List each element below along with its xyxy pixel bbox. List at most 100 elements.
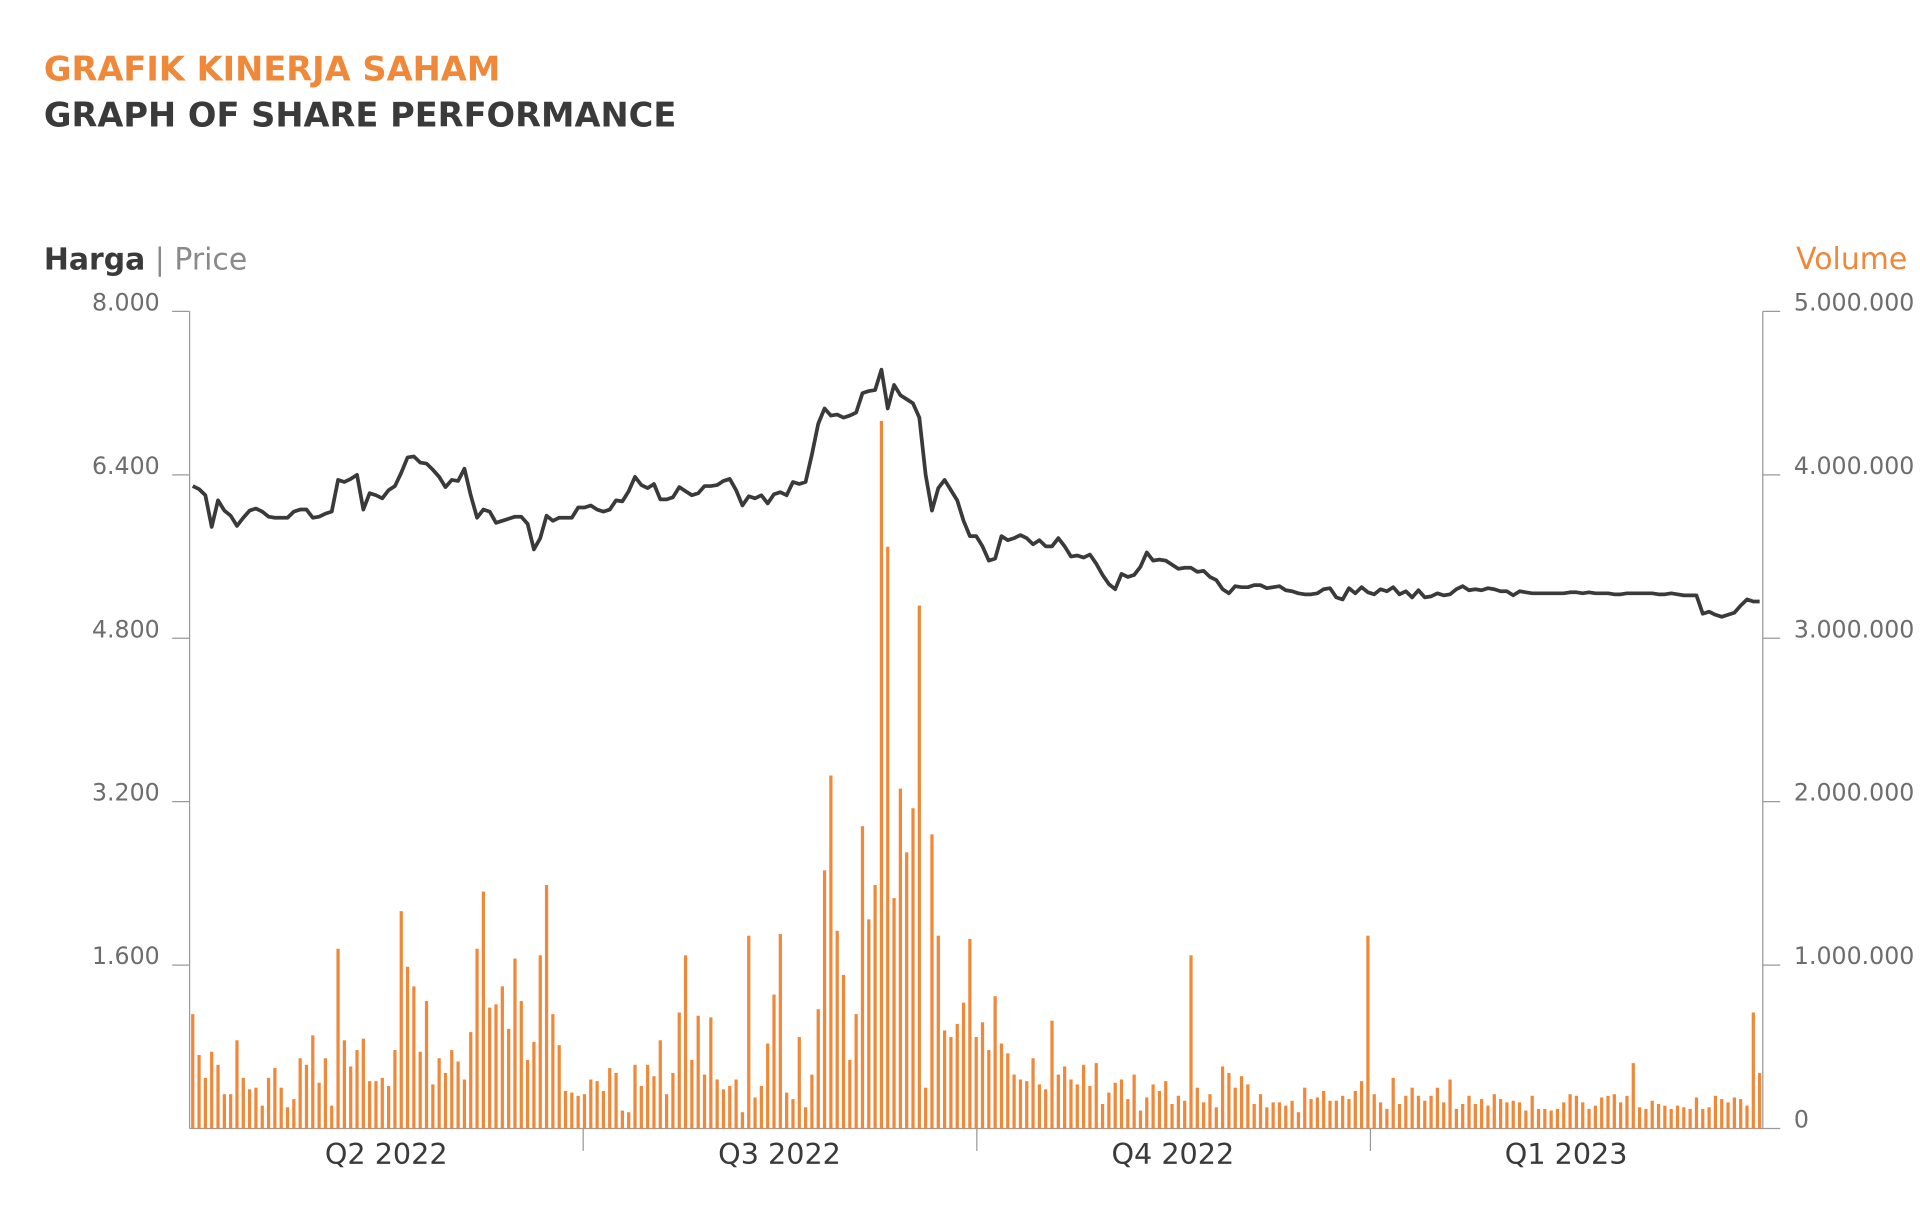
volume-bar (304, 1064, 309, 1129)
volume-bar (519, 1001, 523, 1129)
volume-bar (1075, 1084, 1079, 1129)
y2-tick-label: 2.000.000 (1794, 779, 1914, 807)
volume-bar (437, 1058, 441, 1129)
volume-bar (1486, 1105, 1490, 1129)
volume-bar (481, 891, 485, 1129)
volume-bar (734, 1079, 738, 1129)
volume-bar (1416, 1095, 1421, 1129)
y2-tick-label: 1.000.000 (1794, 942, 1914, 970)
volume-bar (1619, 1102, 1623, 1129)
volume-bar (1378, 1102, 1383, 1129)
volume-bar (247, 1089, 252, 1129)
y-axis-title-primary: Harga (44, 242, 145, 277)
volume-bar (418, 1051, 422, 1129)
volume-bar (867, 919, 871, 1129)
volume-bar (412, 986, 416, 1129)
volume-bar (266, 1077, 271, 1129)
x-period-label: Q2 2022 (325, 1137, 448, 1171)
volume-bar (1006, 1053, 1010, 1129)
volume-bar (1467, 1095, 1471, 1129)
volume-bar (405, 966, 410, 1129)
volume-bar (1625, 1095, 1629, 1129)
volume-bar (949, 1037, 953, 1129)
volume-bar (803, 1107, 808, 1129)
volume-bar (873, 885, 877, 1129)
volume-bar (1707, 1107, 1711, 1129)
price-line (191, 367, 1760, 619)
volume-bar (298, 1058, 302, 1129)
volume-bar (1113, 1082, 1117, 1129)
volume-bar (1063, 1066, 1067, 1129)
volume-bar (450, 1050, 454, 1129)
volume-bar (1119, 1079, 1124, 1129)
volume-bar (1044, 1089, 1048, 1129)
volume-bar (905, 852, 909, 1129)
volume-bar (961, 1002, 966, 1129)
volume-bar (785, 1092, 789, 1129)
volume-bar (513, 958, 517, 1129)
volume-bar (753, 1097, 757, 1129)
volume-bar (380, 1077, 384, 1129)
volume-bar (1675, 1105, 1680, 1129)
volume-bar (1536, 1108, 1541, 1129)
volume-bar (1650, 1100, 1654, 1129)
volume-bar (1385, 1108, 1389, 1129)
volume-bar (203, 1077, 208, 1129)
volume-bar (1107, 1092, 1111, 1129)
volume-bar (349, 1066, 353, 1129)
volume-bar (1739, 1099, 1743, 1129)
volume-bar (1233, 1087, 1237, 1129)
volume-bar (1183, 1100, 1187, 1129)
volume-bar (1359, 1081, 1364, 1129)
volume-bar (462, 1079, 467, 1129)
volume-bar (1429, 1095, 1433, 1129)
volume-bar (292, 1099, 296, 1129)
volume-bar (197, 1054, 201, 1129)
volume-bar (1100, 1104, 1105, 1129)
volume-bar (1713, 1095, 1718, 1129)
volume-bar (892, 898, 896, 1129)
volume-bar (1372, 1094, 1376, 1129)
volume-bar (715, 1079, 719, 1129)
volume-bar (1694, 1097, 1699, 1129)
volume-bar (1758, 1072, 1762, 1129)
volume-bar (646, 1064, 650, 1129)
volume-bar (361, 1038, 365, 1129)
volume-bar (728, 1086, 732, 1129)
volume-bar (443, 1072, 448, 1129)
volume-bar (1745, 1105, 1749, 1129)
volume-bar (342, 1040, 347, 1129)
volume-bar (1511, 1100, 1515, 1129)
volume-bar (1669, 1108, 1673, 1129)
volume-bar (1726, 1102, 1730, 1129)
volume-bar (930, 834, 934, 1129)
volume-bar (494, 1004, 498, 1129)
volume-bar (1549, 1110, 1553, 1129)
volume-bar (1246, 1084, 1250, 1129)
volume-bar (1271, 1102, 1275, 1129)
volume-bar (924, 1087, 928, 1129)
volume-bar (677, 1012, 681, 1129)
volume-bar (191, 1014, 195, 1129)
y2-tick-label: 4.000.000 (1794, 452, 1914, 480)
volume-bar (1208, 1094, 1212, 1129)
volume-bar (911, 808, 915, 1129)
volume-bar (393, 1050, 397, 1129)
volume-bar (1492, 1094, 1496, 1129)
volume-bar (1480, 1099, 1484, 1129)
volume-bar (860, 826, 865, 1129)
volume-bar (1303, 1087, 1307, 1129)
volume-bar (816, 1009, 820, 1129)
volume-bar (721, 1089, 726, 1129)
volume-bar (222, 1094, 226, 1129)
volume-bar (917, 605, 921, 1129)
volume-bar (759, 1086, 763, 1129)
volume-bar (671, 1072, 675, 1129)
y2-tick-label: 0 (1794, 1106, 1809, 1134)
volume-bar (1176, 1095, 1180, 1129)
volume-bar (993, 996, 997, 1129)
volume-bar (1682, 1107, 1686, 1129)
volume-bar (570, 1092, 574, 1129)
volume-bar (279, 1087, 283, 1129)
volume-bar (1265, 1107, 1269, 1129)
